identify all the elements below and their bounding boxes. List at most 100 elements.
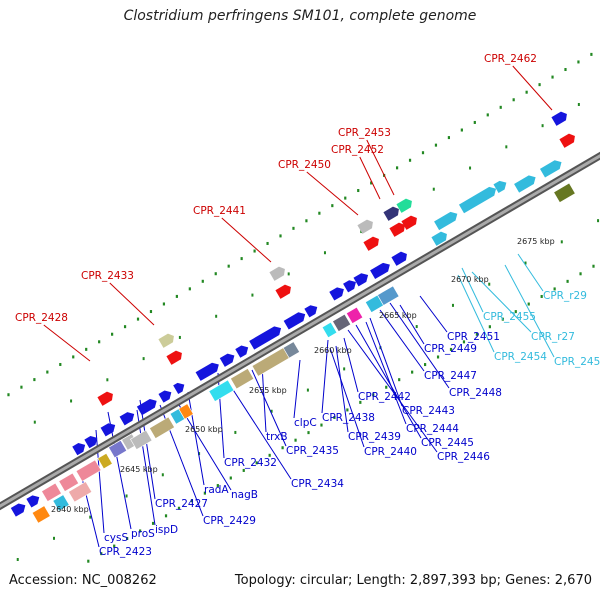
label-blue: CPR_2429	[203, 515, 256, 527]
guide-dot	[234, 430, 237, 434]
guide-dot	[505, 145, 508, 149]
guide-dot	[100, 552, 103, 556]
label-blue: proS	[131, 528, 155, 540]
label-red: CPR_2450	[278, 159, 331, 171]
gene-box	[332, 313, 352, 332]
guide-dot	[281, 446, 284, 450]
guide-dot	[106, 378, 109, 382]
gene-arrow	[10, 503, 26, 517]
gene-block	[119, 412, 135, 426]
guide-dot	[590, 52, 593, 56]
gene-arrow	[514, 175, 536, 193]
label-blue: CPR_2438	[322, 412, 375, 424]
gene-box	[282, 341, 300, 359]
connector-line	[43, 324, 91, 362]
label-red: CPR_2433	[81, 270, 134, 282]
kbp-tick-label: 2655 kbp	[249, 386, 287, 395]
connector-line	[504, 264, 555, 358]
guide-dot	[190, 499, 194, 503]
outer-gene	[389, 222, 405, 237]
label-cyan: CPR_2454	[494, 351, 547, 363]
gene-block	[553, 182, 576, 203]
gene-block	[345, 306, 364, 324]
gene-arrow	[119, 412, 135, 426]
guide-dot	[469, 166, 472, 170]
guide-dot	[408, 158, 412, 162]
gene-box	[58, 472, 80, 492]
gene-block	[31, 505, 51, 524]
gene-box	[149, 416, 175, 439]
outer-gene	[275, 284, 291, 299]
guide-dot	[499, 105, 502, 109]
guide-dot	[126, 537, 129, 541]
guide-dot	[564, 68, 567, 72]
connector-line	[329, 347, 365, 448]
guide-dot	[432, 187, 435, 191]
guide-dot	[123, 325, 127, 329]
gene-block	[283, 312, 306, 330]
guide-dot	[53, 536, 56, 540]
guide-dot	[203, 491, 206, 495]
guide-dot	[323, 251, 326, 255]
guide-dot	[398, 378, 401, 382]
guide-dot	[541, 124, 544, 128]
page-title: Clostridium perfringens SM101, complete …	[123, 8, 477, 24]
guide-dot	[411, 370, 414, 374]
guide-dot	[287, 272, 290, 276]
label-blue: CPR_2451	[447, 331, 500, 343]
gene-arrow	[329, 287, 344, 301]
guide-dot	[514, 310, 517, 314]
guide-dot	[577, 102, 580, 106]
gene-arrow	[353, 273, 369, 287]
connector-line	[457, 274, 495, 353]
guide-dot	[524, 261, 527, 265]
label-blue: CPR_2448	[449, 387, 502, 399]
label-blue: CPR_2427	[155, 498, 208, 510]
connector-line	[136, 409, 156, 526]
gene-arrow	[136, 399, 157, 416]
gene-block	[329, 287, 344, 301]
guide-dot	[343, 367, 346, 371]
guide-dot	[16, 557, 19, 561]
guide-dot	[307, 431, 310, 435]
guide-dot	[139, 529, 142, 533]
connector-line	[335, 345, 349, 433]
guide-dot	[85, 347, 88, 351]
gene-block	[195, 362, 219, 381]
gene-block	[178, 403, 194, 420]
gene-arrow	[249, 326, 282, 350]
guide-dot	[266, 241, 269, 245]
guide-dot	[72, 355, 75, 359]
guide-dot	[111, 332, 114, 336]
gene-arrow	[158, 390, 172, 403]
connector-line	[187, 391, 205, 486]
gene-arrow	[26, 495, 40, 508]
label-blue: CPR_2439	[348, 431, 401, 443]
label-blue: CPR_2423	[99, 546, 152, 558]
guide-dot	[161, 473, 164, 477]
guide-dot	[423, 363, 427, 367]
guide-dot	[7, 393, 10, 397]
gene-block	[343, 280, 356, 293]
label-red: CPR_2452	[331, 144, 384, 156]
label-blue: CPR_2434	[291, 478, 344, 490]
label-cyan: CPR_2455	[483, 311, 536, 323]
connector-line	[139, 399, 156, 500]
outer-gene	[166, 350, 182, 365]
gene-arrow	[304, 305, 318, 318]
connector-line	[369, 317, 403, 407]
kbp-tick-label: 2645 kbp	[120, 465, 158, 474]
connector-line	[366, 139, 395, 196]
guide-dot	[579, 272, 582, 276]
gene-block	[514, 175, 536, 193]
guide-dot	[177, 506, 181, 510]
connector-line	[419, 295, 448, 333]
outer-gene	[363, 236, 379, 251]
gene-block	[158, 390, 172, 403]
connector-line	[221, 217, 272, 263]
guide-dot	[175, 294, 178, 298]
guide-dot	[434, 143, 438, 147]
gene-arrow	[343, 280, 356, 293]
gene-box	[321, 321, 338, 339]
